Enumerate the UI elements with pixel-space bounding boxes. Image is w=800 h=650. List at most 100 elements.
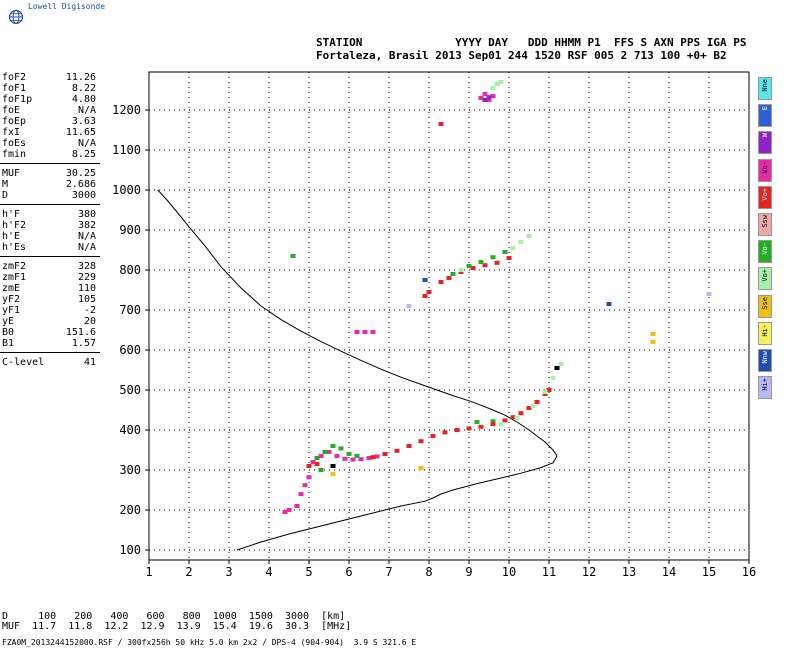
echo-point bbox=[442, 430, 448, 435]
echo-point bbox=[322, 450, 328, 454]
param-name: foE bbox=[2, 105, 21, 116]
y-tick-label: 900 bbox=[119, 223, 141, 237]
param-name: foF1 bbox=[2, 83, 27, 94]
echo-point bbox=[650, 340, 656, 344]
echo-point bbox=[422, 278, 428, 282]
echo-point bbox=[510, 415, 516, 420]
divider bbox=[0, 352, 100, 353]
param-name: foF1p bbox=[2, 94, 33, 105]
param-value: 41 bbox=[83, 357, 96, 368]
plot-frame bbox=[148, 71, 750, 561]
param-value: 20 bbox=[83, 316, 96, 327]
param-value: N/A bbox=[77, 231, 96, 242]
legend-label: Nnw bbox=[761, 350, 769, 364]
param-row: D 3000 bbox=[0, 190, 100, 201]
x-tick-label: 10 bbox=[502, 565, 516, 579]
y-tick-label: 600 bbox=[119, 343, 141, 357]
echo-point bbox=[514, 416, 520, 420]
param-value: 2.686 bbox=[65, 179, 96, 190]
echo-point bbox=[450, 272, 456, 276]
echo-point bbox=[482, 92, 488, 96]
y-tick-label: 800 bbox=[119, 263, 141, 277]
x-tick-label: 3 bbox=[225, 565, 232, 579]
echo-point bbox=[346, 452, 352, 456]
param-name: zmE bbox=[2, 283, 21, 294]
echo-point bbox=[482, 263, 488, 268]
param-name: fxI bbox=[2, 127, 21, 138]
param-row: foF1 8.22 bbox=[0, 83, 100, 94]
muf-row: MUF 11.7 11.8 12.2 12.9 13.9 15.4 19.6 3… bbox=[2, 621, 352, 632]
echo-point bbox=[286, 508, 292, 512]
echo-point bbox=[494, 260, 500, 265]
param-value: 3.63 bbox=[71, 116, 96, 127]
param-row: yF2 105 bbox=[0, 294, 100, 305]
param-name: B0 bbox=[2, 327, 15, 338]
param-row: C-level 41 bbox=[0, 357, 100, 368]
echo-point bbox=[518, 411, 524, 416]
x-tick-label: 2 bbox=[185, 565, 192, 579]
echo-point bbox=[330, 464, 336, 468]
param-name: yE bbox=[2, 316, 15, 327]
echo-point bbox=[306, 464, 312, 468]
legend-label: Vo- bbox=[761, 160, 769, 174]
file-info: FZA0M_2013244152000.RSF / 300fx256h 50 k… bbox=[2, 638, 417, 647]
echo-point bbox=[418, 439, 424, 444]
echo-point bbox=[446, 276, 452, 280]
echo-point bbox=[318, 454, 324, 458]
echo-point bbox=[490, 94, 496, 98]
divider bbox=[0, 163, 100, 164]
echo-point bbox=[438, 122, 444, 126]
echo-point bbox=[426, 290, 432, 294]
echo-point bbox=[498, 422, 504, 426]
echo-point bbox=[526, 234, 532, 238]
echo-point bbox=[362, 330, 368, 334]
y-tick-label: 700 bbox=[119, 303, 141, 317]
echo-point bbox=[490, 86, 496, 90]
param-name: zmF1 bbox=[2, 272, 27, 283]
param-row: B1 1.57 bbox=[0, 338, 100, 349]
param-row: h'F 380 bbox=[0, 209, 100, 220]
x-tick-label: 6 bbox=[345, 565, 352, 579]
param-name: C-level bbox=[2, 357, 45, 368]
param-name: foEp bbox=[2, 116, 27, 127]
param-name: zmF2 bbox=[2, 261, 27, 272]
echo-point bbox=[606, 302, 612, 306]
echo-point bbox=[458, 268, 464, 272]
echo-point bbox=[494, 82, 500, 86]
param-row: zmF2 328 bbox=[0, 261, 100, 272]
echo-point bbox=[478, 96, 484, 100]
echo-point bbox=[482, 98, 488, 102]
station-header: STATION YYYY DAY DDD HHMM P1 FFS S AXN P… bbox=[316, 36, 746, 62]
echo-point bbox=[558, 362, 564, 366]
x-tick-label: 5 bbox=[305, 565, 312, 579]
param-value: 229 bbox=[77, 272, 96, 283]
echo-point bbox=[366, 456, 372, 460]
echo-point bbox=[490, 422, 496, 426]
profile-line-upper bbox=[157, 189, 558, 457]
legend-swatch: Vo+ bbox=[758, 267, 772, 291]
echo-point bbox=[502, 418, 508, 423]
param-value: 11.65 bbox=[65, 127, 96, 138]
divider bbox=[0, 256, 100, 257]
x-tick-label: 7 bbox=[385, 565, 392, 579]
param-name: D bbox=[2, 190, 9, 201]
param-value: 328 bbox=[77, 261, 96, 272]
echo-point bbox=[430, 434, 436, 438]
param-name: B1 bbox=[2, 338, 15, 349]
param-name: M bbox=[2, 179, 9, 190]
echo-point bbox=[302, 483, 308, 488]
param-value: 8.25 bbox=[71, 149, 96, 160]
legend-swatch: W bbox=[758, 131, 772, 155]
echo-point bbox=[358, 457, 364, 462]
header-values: Fortaleza, Brasil 2013 Sep01 244 1520 RS… bbox=[316, 49, 727, 62]
echo-point bbox=[422, 294, 428, 298]
echo-point bbox=[466, 264, 472, 268]
param-row: B0 151.6 bbox=[0, 327, 100, 338]
param-value: 382 bbox=[77, 220, 96, 231]
echo-point bbox=[326, 450, 332, 454]
logo-text: Lowell Digisonde bbox=[28, 2, 106, 11]
x-tick-label: 14 bbox=[662, 565, 676, 579]
echo-point bbox=[298, 492, 304, 496]
echo-point bbox=[498, 80, 504, 84]
param-row: yE 20 bbox=[0, 316, 100, 327]
